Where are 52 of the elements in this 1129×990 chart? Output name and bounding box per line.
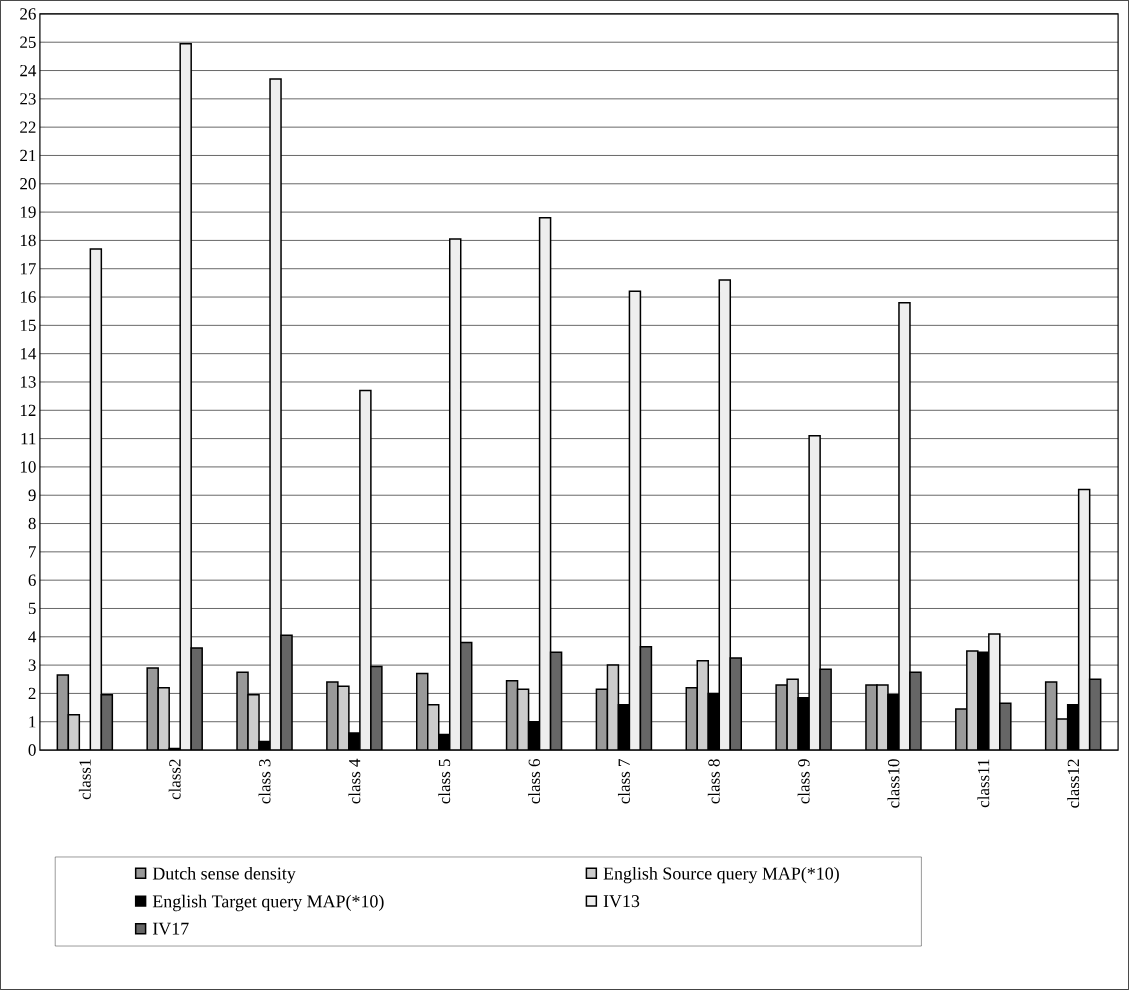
y-tick-label: 15 [20, 319, 36, 332]
y-tick-label: 0 [28, 744, 36, 756]
y-tick-label: 23 [20, 93, 36, 105]
x-tick-label: class 5 [438, 759, 451, 804]
y-tick-label: 8 [28, 517, 36, 530]
x-tick-label: class11 [977, 759, 990, 808]
bar [448, 238, 462, 751]
y-tick-label: 24 [20, 64, 37, 77]
legend-label: Dutch sense density [152, 866, 296, 884]
legend-label: English Target query MAP(*10) [152, 894, 384, 912]
x-tick-label: class10 [887, 759, 900, 808]
x-tick-label: class 8 [707, 759, 720, 804]
legend-label: IV13 [603, 895, 640, 908]
x-tick-label: class12 [1067, 759, 1080, 808]
y-tick-label: 22 [20, 121, 36, 133]
x-tick-label: class 6 [528, 759, 541, 804]
y-tick-label: 3 [28, 659, 36, 671]
y-tick-label: 1 [29, 716, 36, 728]
y-tick-label: 4 [28, 631, 37, 643]
y-tick-label: 17 [20, 263, 36, 275]
y-tick-label: 21 [20, 149, 36, 162]
y-tick-label: 20 [20, 178, 36, 190]
y-tick-label: 10 [20, 461, 36, 473]
x-tick-label: class 7 [617, 759, 630, 804]
y-tick-label: 13 [20, 376, 36, 388]
y-tick-label: 19 [20, 206, 36, 218]
x-tick-label: class 3 [258, 759, 271, 804]
y-tick-label: 7 [29, 546, 36, 558]
y-tick-label: 26 [20, 8, 36, 20]
bar [639, 645, 653, 751]
bar [628, 290, 642, 751]
y-tick-label: 16 [20, 291, 36, 303]
y-tick-label: 25 [20, 36, 36, 48]
bar [459, 641, 473, 751]
y-tick-label: 9 [28, 489, 36, 501]
legend-label: English Source query MAP(*10) [603, 866, 839, 884]
y-tick-label: 5 [28, 602, 36, 615]
x-tick-label: class 4 [348, 758, 361, 804]
bar [718, 279, 732, 751]
y-tick-label: 12 [20, 404, 36, 416]
y-tick-label: 11 [21, 433, 36, 445]
x-tick-label: class1 [78, 759, 91, 800]
x-tick-label: class2 [168, 759, 181, 800]
y-tick-label: 18 [20, 234, 36, 247]
bar [538, 217, 552, 751]
y-tick-label: 14 [20, 348, 37, 360]
x-tick-label: class 9 [797, 759, 810, 804]
legend-label: IV17 [152, 922, 189, 935]
bar [1077, 488, 1091, 751]
bar [89, 248, 103, 751]
y-tick-label: 2 [28, 687, 36, 700]
y-tick-label: 6 [28, 574, 36, 586]
